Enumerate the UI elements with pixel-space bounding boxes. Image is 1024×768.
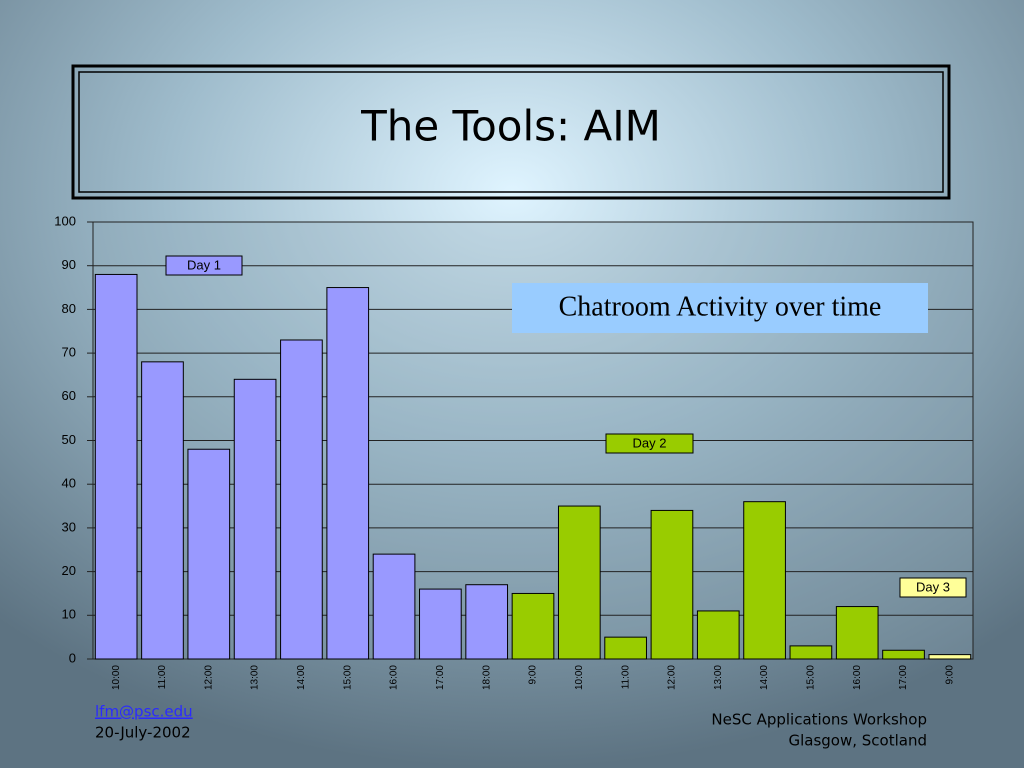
bar (233, 378, 277, 660)
x-tick-label: 14:00 (296, 665, 307, 690)
x-tick-label: 17:00 (435, 665, 446, 690)
y-tick-label: 10 (62, 607, 76, 622)
x-tick-label: 11:00 (157, 665, 168, 690)
x-tick-label: 15:00 (806, 665, 817, 690)
x-tick-label: 10:00 (111, 665, 122, 690)
series-label-box (899, 577, 967, 598)
bar (326, 287, 370, 660)
date: 20-July-2002 (95, 724, 191, 742)
title-frame-inner (78, 71, 944, 193)
x-tick-label: 12:00 (667, 665, 678, 690)
slide-title: The Tools: AIM (360, 102, 661, 151)
bar (743, 501, 786, 660)
x-tick-label: 16:00 (852, 665, 863, 690)
bar (465, 584, 509, 660)
series-label-box (605, 433, 694, 454)
x-tick-label: 12:00 (203, 665, 214, 690)
bar (604, 636, 647, 660)
x-tick-label: 17:00 (898, 665, 909, 690)
series-label: Day 2 (633, 435, 667, 450)
x-tick-label: 10:00 (574, 665, 585, 690)
series-label: Day 3 (916, 579, 950, 594)
x-tick-label: 16:00 (389, 665, 400, 690)
y-tick-label: 30 (62, 519, 76, 534)
x-tick-label: 11:00 (620, 665, 631, 690)
x-tick-label: 15:00 (342, 665, 353, 690)
event: NeSC Applications Workshop (711, 711, 927, 729)
bar (187, 448, 231, 660)
y-tick-label: 70 (62, 345, 76, 360)
y-tick-label: 90 (62, 257, 76, 272)
bar (557, 505, 601, 660)
y-tick-label: 60 (62, 388, 76, 403)
bar (882, 649, 925, 660)
y-tick-label: 20 (62, 563, 76, 578)
bar (280, 339, 323, 660)
bar (372, 553, 416, 660)
x-tick-label: 13:00 (713, 665, 724, 690)
bar (696, 610, 740, 660)
x-tick-label: 9:00 (528, 665, 539, 685)
y-tick-label: 80 (62, 301, 76, 316)
bar (141, 361, 184, 660)
annotation-box (512, 283, 928, 333)
x-tick-label: 13:00 (250, 665, 261, 690)
y-tick-label: 0 (69, 650, 76, 665)
y-tick-label: 100 (54, 213, 76, 228)
bar (511, 592, 555, 660)
email-link[interactable]: lfm@psc.edu (95, 703, 193, 721)
title-frame (71, 64, 951, 200)
x-tick-label: 14:00 (759, 665, 770, 690)
series-label-box (165, 255, 243, 276)
y-tick-label: 50 (62, 432, 76, 447)
x-tick-label: 9:00 (944, 665, 955, 685)
bar (789, 645, 833, 660)
bar (650, 509, 694, 660)
y-tick-label: 40 (62, 476, 76, 491)
place: Glasgow, Scotland (788, 732, 927, 750)
annotation: Chatroom Activity over time (559, 291, 882, 322)
x-tick-label: 18:00 (481, 665, 492, 690)
series-label: Day 1 (187, 257, 221, 272)
bar (835, 606, 879, 660)
bar (94, 273, 138, 660)
chart: 0 10 20 30 40 50 60 70 80 90 100 10:00 11:00 12:00 13:… (54, 213, 973, 690)
bar (419, 588, 462, 660)
bar (928, 654, 972, 660)
